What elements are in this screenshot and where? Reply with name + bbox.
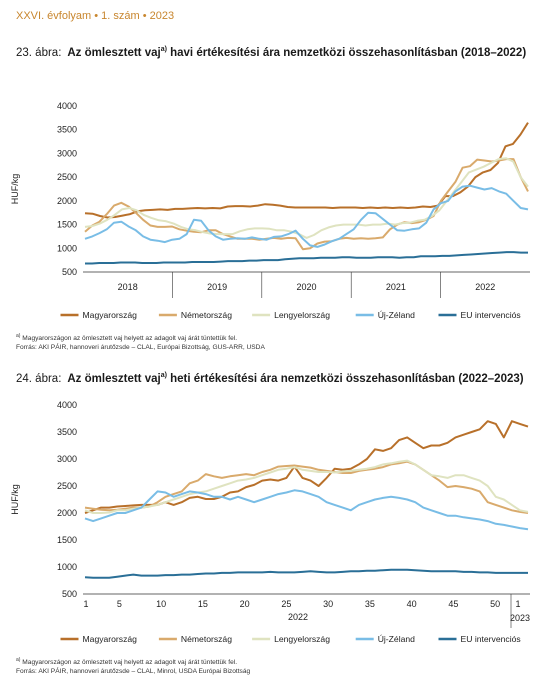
x-tick-label: 50 [490, 599, 500, 609]
legend-label-uj-zeland: Új-Zéland [378, 634, 415, 644]
x-tick-label: 30 [323, 599, 333, 609]
series-line-eu-intervencios [85, 251, 528, 265]
figure-23-title-main: Az ömlesztett vaj [67, 46, 161, 59]
figure-23-title: 23. ábra: Az ömlesztett vaja) havi érték… [16, 46, 526, 59]
figure-23-footnote-sup: a) [16, 333, 21, 339]
x-tick-label: 35 [365, 599, 375, 609]
y-tick-label: 500 [62, 267, 77, 277]
x-tick-label: 1 [515, 599, 520, 609]
y-tick-label: 2500 [57, 172, 77, 182]
y-tick-label: 1500 [57, 220, 77, 230]
series-line-magyarorszag [84, 122, 529, 219]
figure-24-footnote-sup: a) [16, 657, 21, 663]
figure-24-title-sup: a) [160, 372, 167, 379]
figure-24-notes: a) Magyarországon az ömlesztett vaj hely… [16, 656, 250, 676]
y-tick-label: 3500 [57, 427, 77, 437]
y-tick-label: 1500 [57, 535, 77, 545]
series-line-nemetorszag [84, 158, 529, 251]
x-tick-label: 2021 [386, 282, 406, 292]
y-tick-label: 3500 [57, 125, 77, 135]
y-tick-label: 4000 [57, 400, 77, 410]
figure-24-footnote: Magyarországon az ömlesztett vaj helyett… [22, 659, 238, 667]
legend-label-eu-intervencios: EU intervenciós [461, 310, 521, 320]
figure-23-title-sup: a) [160, 46, 167, 53]
y-tick-label: 2500 [57, 481, 77, 491]
y-axis-title: HUF/kg [10, 174, 20, 205]
legend-label-nemetorszag: Németország [181, 310, 232, 320]
legend-label-eu-intervencios: EU intervenciós [461, 634, 521, 644]
y-tick-label: 3000 [57, 148, 77, 158]
figure-23-title-rest: havi értékesítési ára nemzetközi összeha… [166, 46, 527, 59]
figure-23-source: Forrás: AKI PÁIR, hannoveri árutőzsde – … [16, 344, 265, 352]
series-line-lengyelorszag [84, 459, 529, 514]
x-tick-label: 20 [240, 599, 250, 609]
chart-23-monthly-prices: HUF/kg 500 1000 1500 2000 2500 3000 3500 4000 201… [10, 101, 530, 320]
figure-24-title-main: Az ömlesztett vaj [67, 372, 161, 385]
x-tick-label: 45 [448, 599, 458, 609]
y-tick-label: 1000 [57, 243, 77, 253]
y-tick-label: 2000 [57, 196, 77, 206]
y-tick-label: 4000 [57, 101, 77, 111]
x-tick-label: 15 [198, 599, 208, 609]
x-year-label: 2022 [288, 612, 308, 622]
journal-header: XXVI. évfolyam • 1. szám • 2023 [16, 10, 175, 22]
series-line-nemetorszag [84, 460, 529, 514]
figure-23-number: 23. ábra: [16, 46, 62, 59]
x-tick-label: 2022 [475, 282, 495, 292]
x-tick-label: 5 [117, 599, 122, 609]
figure-23-notes: a) Magyarországon az ömlesztett vaj hely… [16, 332, 265, 352]
x-tick-label: 2019 [207, 282, 227, 292]
x-tick-label: 2018 [118, 282, 138, 292]
figure-24-title: 24. ábra: Az ömlesztett vaja) heti érték… [16, 372, 524, 385]
x-tick-label: 1 [83, 599, 88, 609]
series-line-uj-zeland [84, 489, 529, 531]
figure-24-number: 24. ábra: [16, 372, 62, 385]
series-line-uj-zeland [84, 184, 529, 248]
y-tick-label: 1000 [57, 562, 77, 572]
x-tick-label: 40 [407, 599, 417, 609]
legend-label-lengyelorszag: Lengyelország [274, 310, 330, 320]
y-tick-label: 500 [62, 589, 77, 599]
x-tick-label: 10 [156, 599, 166, 609]
legend-label-magyarorszag: Magyarország [83, 310, 138, 320]
figure-24-source: Forrás: AKI PÁIR, hannoveri árutőzsde – … [16, 668, 251, 676]
legend-label-magyarorszag: Magyarország [83, 634, 138, 644]
y-tick-label: 2000 [57, 508, 77, 518]
y-axis-title: HUF/kg [10, 484, 20, 515]
y-tick-label: 3000 [57, 454, 77, 464]
legend-label-lengyelorszag: Lengyelország [274, 634, 330, 644]
figure-23-footnote: Magyarországon az ömlesztett vaj helyett… [22, 335, 238, 343]
x-tick-label: 25 [281, 599, 291, 609]
legend-label-nemetorszag: Németország [181, 634, 232, 644]
legend-label-uj-zeland: Új-Zéland [378, 310, 415, 320]
x-year-label: 2023 [510, 613, 530, 623]
figure-24-title-rest: heti értékesítési ára nemzetközi összeha… [166, 372, 524, 385]
x-tick-label: 2020 [296, 282, 316, 292]
series-line-eu-intervencios [84, 568, 528, 579]
